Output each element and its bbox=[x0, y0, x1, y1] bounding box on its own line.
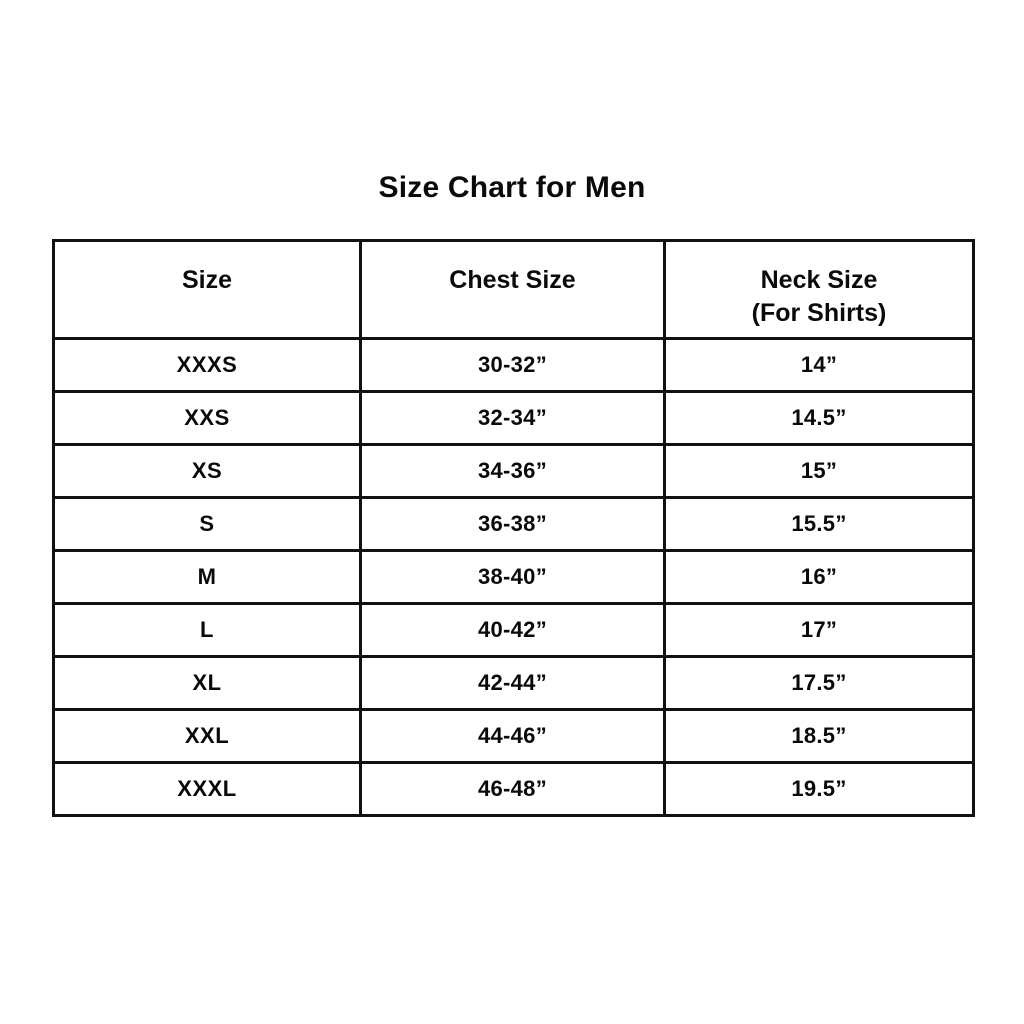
cell-chest: 42-44” bbox=[359, 655, 666, 711]
column-header-neck-size-sublabel: (For Shirts) bbox=[751, 299, 887, 327]
cell-chest: 38-40” bbox=[359, 549, 666, 605]
table-row: XL 42-44” 17.5” bbox=[52, 655, 975, 711]
cell-size: L bbox=[52, 602, 362, 658]
table-header: Size Chest Size Neck Size (For Shirts) bbox=[52, 239, 975, 340]
cell-chest: 36-38” bbox=[359, 496, 666, 552]
cell-size: XXXS bbox=[52, 337, 362, 393]
cell-chest: 40-42” bbox=[359, 602, 666, 658]
table-row: M 38-40” 16” bbox=[52, 549, 975, 605]
cell-neck: 17.5” bbox=[663, 655, 975, 711]
table-row: XXXL 46-48” 19.5” bbox=[52, 761, 975, 817]
column-header-size: Size bbox=[52, 239, 362, 340]
cell-size: XXXL bbox=[52, 761, 362, 817]
table-row: S 36-38” 15.5” bbox=[52, 496, 975, 552]
cell-size: M bbox=[52, 549, 362, 605]
cell-neck: 16” bbox=[663, 549, 975, 605]
cell-neck: 15” bbox=[663, 443, 975, 499]
page-title: Size Chart for Men bbox=[378, 171, 646, 204]
cell-size: XXL bbox=[52, 708, 362, 764]
column-header-size-label: Size bbox=[181, 266, 233, 294]
column-header-chest-size-label: Chest Size bbox=[449, 266, 576, 294]
column-header-neck-size: Neck Size (For Shirts) bbox=[663, 239, 975, 340]
cell-chest: 44-46” bbox=[359, 708, 666, 764]
cell-size: XS bbox=[52, 443, 362, 499]
table-row: XS 34-36” 15” bbox=[52, 443, 975, 499]
cell-chest: 46-48” bbox=[359, 761, 666, 817]
table-row: XXS 32-34” 14.5” bbox=[52, 390, 975, 446]
table-row: XXXS 30-32” 14” bbox=[52, 337, 975, 393]
table-header-row: Size Chest Size Neck Size (For Shirts) bbox=[52, 239, 975, 340]
cell-chest: 32-34” bbox=[359, 390, 666, 446]
cell-neck: 19.5” bbox=[663, 761, 975, 817]
table-row: XXL 44-46” 18.5” bbox=[52, 708, 975, 764]
cell-neck: 17” bbox=[663, 602, 975, 658]
cell-chest: 34-36” bbox=[359, 443, 666, 499]
size-chart-table: Size Chest Size Neck Size (For Shirts) X… bbox=[52, 239, 975, 817]
cell-neck: 18.5” bbox=[663, 708, 975, 764]
cell-neck: 14.5” bbox=[663, 390, 975, 446]
cell-size: XXS bbox=[52, 390, 362, 446]
cell-neck: 15.5” bbox=[663, 496, 975, 552]
column-header-chest-size: Chest Size bbox=[359, 239, 666, 340]
cell-chest: 30-32” bbox=[359, 337, 666, 393]
size-chart-table-container: Size Chest Size Neck Size (For Shirts) X… bbox=[52, 239, 975, 817]
cell-size: S bbox=[52, 496, 362, 552]
cell-neck: 14” bbox=[663, 337, 975, 393]
table-body: XXXS 30-32” 14” XXS 32-34” 14.5” XS 34-3… bbox=[52, 337, 975, 817]
table-row: L 40-42” 17” bbox=[52, 602, 975, 658]
cell-size: XL bbox=[52, 655, 362, 711]
column-header-neck-size-label: Neck Size bbox=[760, 266, 878, 294]
